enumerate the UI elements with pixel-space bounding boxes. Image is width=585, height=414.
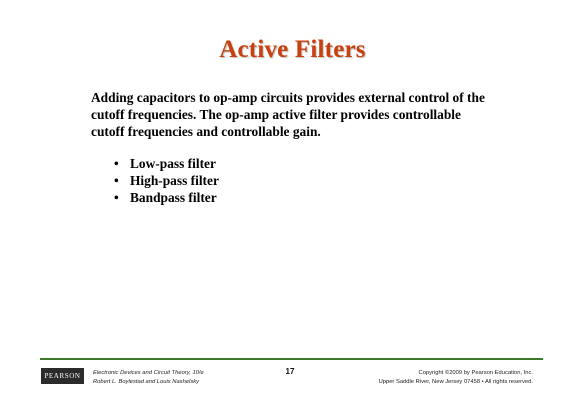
book-title: Electronic Devices and Circuit Theory, 1… (93, 370, 204, 376)
bullet-item-low-pass: • Low-pass filter (114, 155, 219, 172)
bullet-item-bandpass: • Bandpass filter (114, 189, 219, 206)
bullet-list: • Low-pass filter • High-pass filter • B… (114, 155, 219, 206)
bullet-icon: • (114, 173, 119, 188)
bullet-item-high-pass: • High-pass filter (114, 172, 219, 189)
intro-line: cutoff frequencies and controllable gain… (91, 124, 321, 139)
intro-paragraph: Adding capacitors to op-amp circuits pro… (91, 89, 521, 140)
footer-book-info: Electronic Devices and Circuit Theory, 1… (93, 369, 204, 386)
bullet-label: Bandpass filter (130, 190, 217, 205)
bullet-icon: • (114, 156, 119, 171)
pearson-logo: PEARSON (41, 368, 84, 384)
bullet-label: High-pass filter (130, 173, 219, 188)
bullet-label: Low-pass filter (130, 156, 216, 171)
footer-copyright: Copyright ©2009 by Pearson Education, In… (379, 369, 533, 386)
slide-title: Active Filters (219, 36, 366, 63)
address-line: Upper Saddle River, New Jersey 07458 • A… (378, 378, 533, 385)
book-authors: Robert L. Boylestad and Louis Nashelsky (93, 378, 200, 385)
copyright-line: Copyright ©2009 by Pearson Education, In… (418, 370, 533, 376)
intro-line: Adding capacitors to op-amp circuits pro… (91, 90, 485, 105)
bullet-icon: • (114, 190, 119, 205)
intro-line: cutoff frequencies. The op-amp active fi… (91, 107, 461, 122)
footer-divider (40, 358, 543, 360)
page-number: 17 (285, 367, 295, 376)
